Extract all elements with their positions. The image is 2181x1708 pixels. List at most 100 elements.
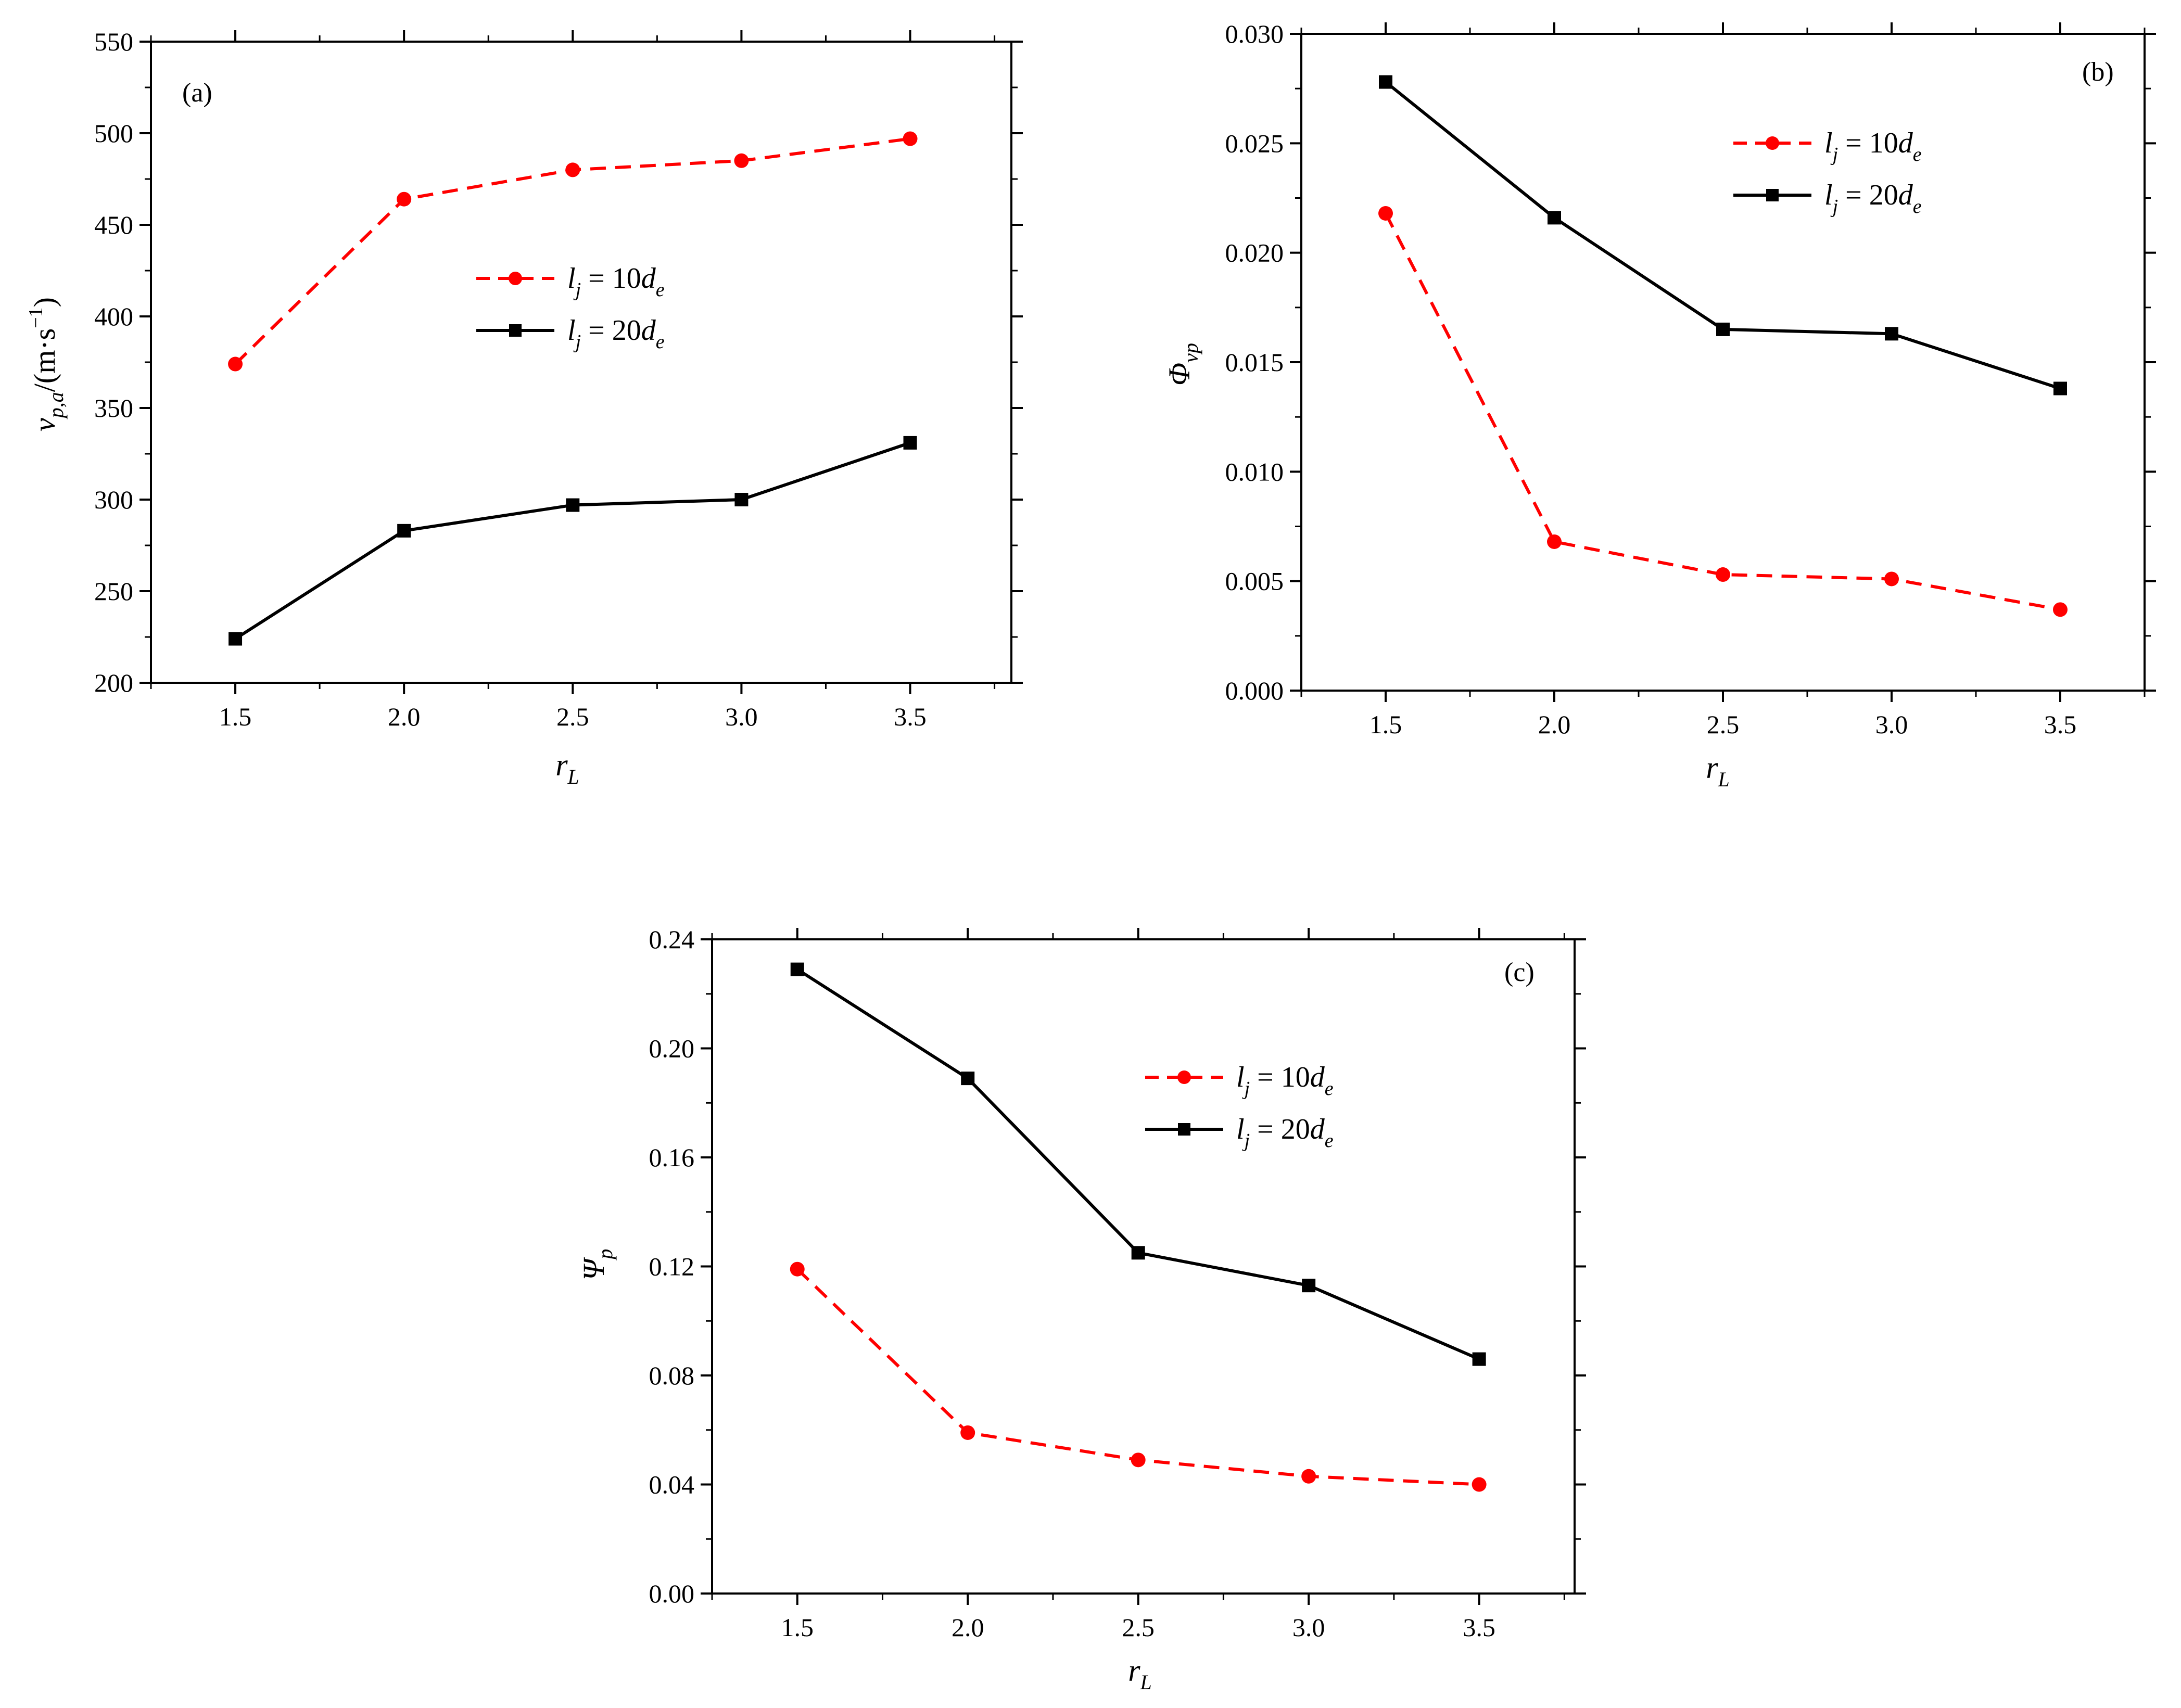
x-tick-label-a-2: 2.5: [556, 702, 589, 731]
legend-label-c-2: lj = 20de: [1236, 1113, 1334, 1152]
legend-label-b-1: lj = 10de: [1824, 127, 1922, 165]
x-axis-label-a: rL: [555, 748, 579, 788]
y-tick-label-b-2: 0.010: [1225, 457, 1284, 486]
data-point-b-1-1: [1547, 534, 1562, 549]
legend-entry-a-2: lj = 20de: [476, 314, 665, 353]
x-tick-label-a-1: 2.0: [388, 702, 421, 731]
data-point-a-1-4: [903, 131, 918, 146]
x-tick-label-a-3: 3.0: [725, 702, 758, 731]
data-point-a-2-3: [734, 493, 749, 506]
legend-entry-a-1: lj = 10de: [476, 262, 665, 301]
x-tick-label-b-3: 3.0: [1875, 710, 1908, 739]
panel-label-c: (c): [1504, 958, 1535, 987]
data-point-c-1-4: [1472, 1477, 1487, 1492]
y-tick-label-a-4: 400: [94, 302, 133, 331]
x-tick-label-b-2: 2.5: [1707, 710, 1740, 739]
x-tick-label-c-1: 2.0: [952, 1613, 984, 1642]
series-line-a-2: [234, 441, 911, 641]
series-line-b-1: [1384, 212, 2061, 611]
legend-label-c-1: lj = 10de: [1236, 1061, 1334, 1100]
data-point-a-1-2: [565, 162, 580, 177]
legend-label-b-2: lj = 20de: [1824, 179, 1922, 218]
x-tick-label-c-0: 1.5: [781, 1613, 814, 1642]
data-point-c-2-2: [1131, 1246, 1145, 1260]
y-tick-label-c-2: 0.08: [649, 1361, 695, 1390]
y-tick-label-a-2: 300: [94, 485, 133, 514]
y-axis-label-b: Φvp: [1162, 343, 1202, 386]
legend-entry-c-2: lj = 20de: [1145, 1113, 1334, 1152]
y-tick-label-c-1: 0.04: [649, 1470, 695, 1499]
chart-panel-b: 1.5 2.0 2.5 3.0 3.5 0.000 0.005 0.010 0.015 0.020…: [1162, 19, 2156, 791]
y-tick-label-c-4: 0.16: [649, 1143, 695, 1172]
legend-entry-b-2: lj = 20de: [1733, 179, 1922, 218]
data-point-c-2-3: [1302, 1279, 1316, 1293]
panel-label-b: (b): [2082, 57, 2114, 87]
y-tick-label-b-5: 0.025: [1225, 129, 1284, 158]
series-line-b-2: [1385, 81, 2061, 390]
data-point-b-2-2: [1716, 322, 1730, 336]
data-point-a-2-4: [903, 436, 917, 450]
series-line-c-2: [796, 968, 1480, 1361]
x-tick-label-b-0: 1.5: [1370, 710, 1402, 739]
plot-frame-c: [711, 938, 1576, 1595]
y-tick-label-a-0: 200: [94, 668, 133, 697]
y-axis-label-a: vp,a/(m·s−1): [25, 297, 68, 431]
legend-entry-b-1: lj = 10de: [1733, 127, 1922, 165]
y-tick-label-a-1: 250: [94, 577, 133, 606]
x-tick-label-b-1: 2.0: [1538, 710, 1571, 739]
x-tick-label-a-4: 3.5: [894, 702, 927, 731]
data-point-a-1-1: [397, 192, 412, 207]
x-tick-label-c-2: 2.5: [1122, 1613, 1155, 1642]
legend-b: lj = 10de lj = 20de: [1733, 127, 1922, 218]
y-tick-label-a-6: 500: [94, 119, 133, 148]
plot-frame-b: [1300, 33, 2146, 692]
y-tick-label-c-3: 0.12: [649, 1252, 695, 1281]
y-tick-label-b-6: 0.030: [1225, 19, 1284, 48]
data-point-a-1-0: [228, 356, 243, 372]
legend-label-a-1: lj = 10de: [567, 262, 665, 301]
y-tick-label-a-3: 350: [94, 393, 133, 423]
data-point-b-2-0: [1379, 75, 1392, 89]
y-tick-label-c-5: 0.20: [649, 1034, 695, 1063]
x-axis-label-b: rL: [1706, 750, 1730, 791]
data-point-b-2-3: [1885, 327, 1898, 341]
y-tick-label-c-0: 0.00: [649, 1579, 695, 1608]
y-tick-label-b-4: 0.020: [1225, 238, 1284, 267]
data-point-c-2-0: [790, 962, 804, 976]
data-point-c-2-1: [961, 1072, 975, 1086]
data-point-b-1-2: [1716, 567, 1730, 582]
plot-frame-a: [150, 41, 1012, 684]
y-tick-label-a-5: 450: [94, 210, 133, 239]
data-point-a-2-1: [397, 524, 411, 538]
x-tick-label-c-4: 3.5: [1463, 1613, 1495, 1642]
y-tick-label-b-1: 0.005: [1225, 567, 1284, 596]
data-point-a-2-2: [566, 498, 580, 512]
data-point-c-2-4: [1472, 1352, 1486, 1366]
y-tick-label-b-0: 0.000: [1225, 676, 1284, 705]
chart-panel-c: 1.5 2.0 2.5 3.0 3.5 0.00 0.04 0.08 0.12 0.16 0.20 0…: [577, 925, 1586, 1694]
data-point-a-1-3: [734, 153, 749, 168]
data-point-b-2-1: [1548, 211, 1561, 225]
x-axis-label-c: rL: [1128, 1653, 1152, 1694]
legend-c: lj = 10de lj = 20de: [1145, 1061, 1334, 1152]
series-line-c-1: [796, 1268, 1479, 1486]
data-point-c-1-0: [790, 1261, 805, 1277]
panel-label-a: (a): [182, 78, 212, 108]
y-tick-label-b-3: 0.015: [1225, 348, 1284, 377]
data-point-c-1-2: [1131, 1452, 1146, 1468]
x-tick-label-c-3: 3.0: [1292, 1613, 1325, 1642]
y-tick-label-c-6: 0.24: [649, 925, 695, 954]
data-point-c-1-1: [960, 1425, 975, 1440]
data-point-b-2-4: [2053, 381, 2067, 396]
data-point-b-1-3: [1884, 571, 1899, 587]
data-point-c-1-3: [1301, 1469, 1316, 1484]
data-point-b-1-0: [1378, 206, 1393, 221]
x-tick-label-b-4: 3.5: [2044, 710, 2077, 739]
data-point-b-1-4: [2053, 602, 2068, 617]
y-axis-label-c: Ψp: [577, 1249, 617, 1281]
legend-a: lj = 10de lj = 20de: [476, 262, 665, 353]
legend-label-a-2: lj = 20de: [567, 314, 665, 353]
data-point-a-2-0: [229, 632, 243, 646]
y-tick-label-a-7: 550: [94, 27, 133, 56]
